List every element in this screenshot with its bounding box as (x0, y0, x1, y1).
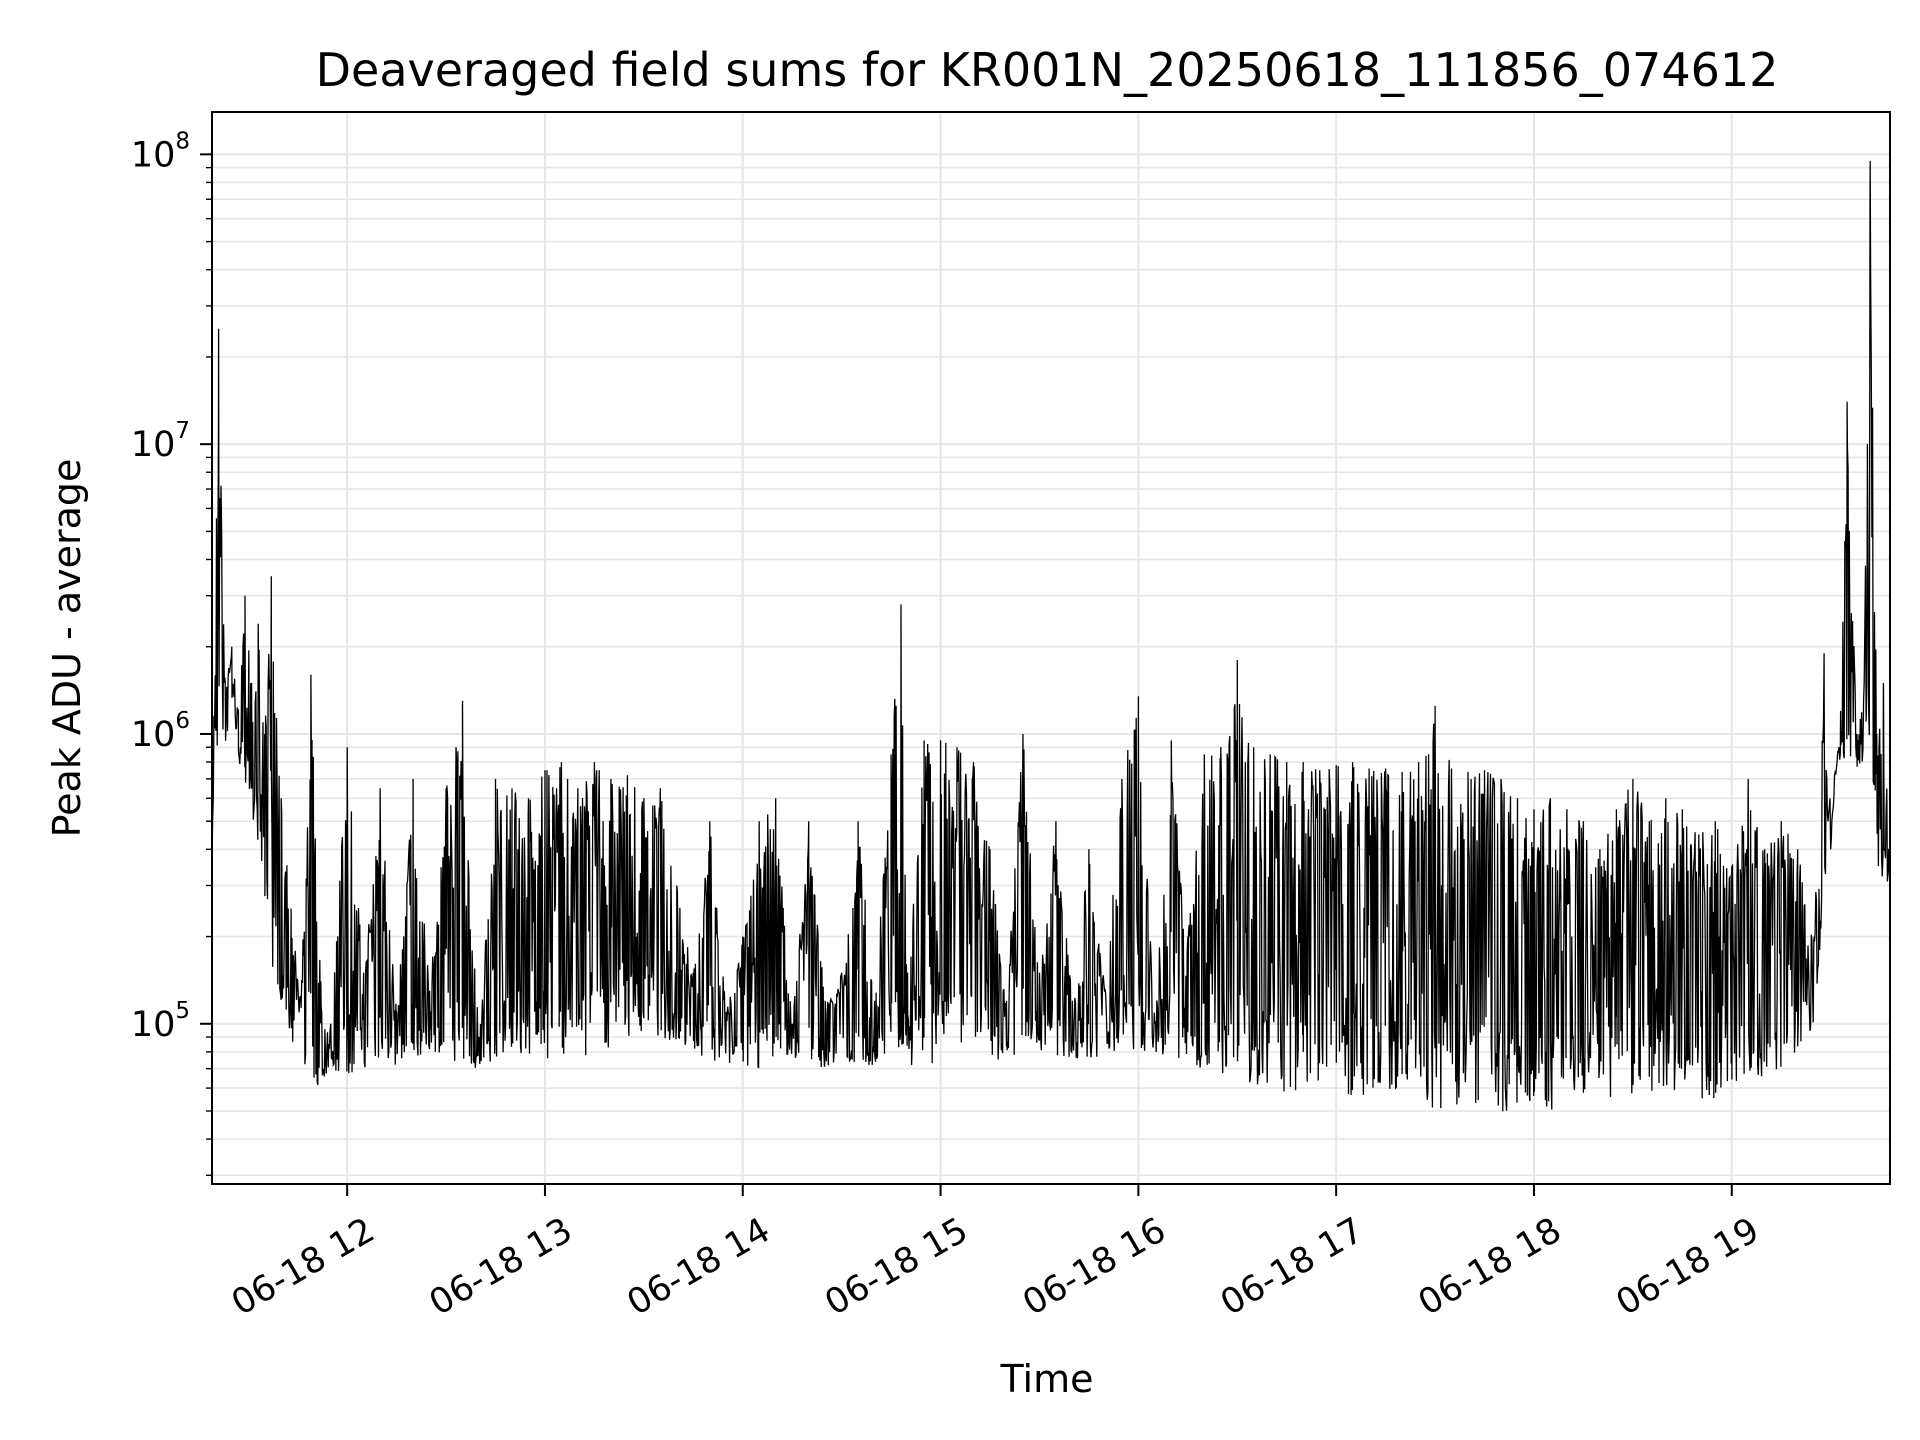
y-tick-label: 107 (131, 418, 190, 465)
y-axis-ticks: 105 106 107 108 (131, 128, 212, 1177)
y-tick-label: 108 (131, 128, 190, 175)
data-series-line (212, 160, 1890, 1112)
plot-frame (211, 111, 1891, 1185)
chart-title: Deaveraged field sums for KR001N_2025061… (316, 43, 1779, 97)
y-tick-label: 106 (131, 708, 190, 755)
y-axis-label: Peak ADU - average (45, 459, 89, 838)
plot-area (212, 160, 1890, 1112)
x-axis-label: Time (1000, 1357, 1094, 1401)
y-tick-label: 105 (131, 998, 190, 1045)
